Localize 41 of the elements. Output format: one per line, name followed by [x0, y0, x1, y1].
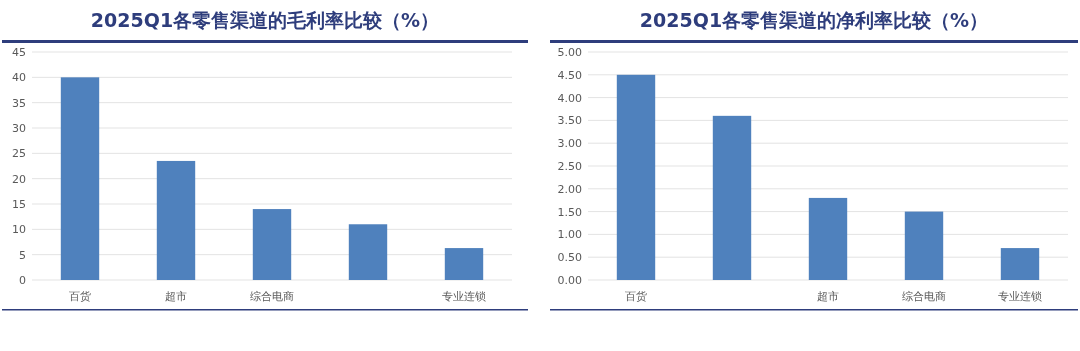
- y-tick-label: 1.50: [557, 205, 582, 219]
- y-tick-label: 4.00: [557, 91, 582, 105]
- y-tick-label: 3.00: [557, 137, 582, 151]
- bar: [252, 209, 292, 280]
- y-tick-label: 30: [12, 122, 26, 135]
- chart-title: 2025Q1各零售渠道的净利率比较（%）: [639, 9, 989, 31]
- x-tick-label: 综合电商: [250, 290, 294, 303]
- x-tick-label: 综合电商: [902, 290, 946, 303]
- y-tick-label: 0.00: [557, 274, 582, 287]
- y-tick-label: 3.50: [557, 114, 582, 128]
- bar: [904, 211, 944, 280]
- y-tick-label: 45: [12, 46, 26, 59]
- y-tick-label: 20: [12, 172, 26, 186]
- bar: [348, 224, 388, 280]
- y-tick-label: 5.00: [557, 46, 582, 59]
- x-tick-label: 百货: [69, 290, 91, 303]
- bar: [156, 160, 196, 280]
- y-tick-label: 2.50: [557, 160, 582, 173]
- x-tick-label: 超市: [165, 290, 187, 303]
- bar: [712, 115, 752, 280]
- bar: [808, 197, 848, 280]
- bar: [444, 248, 484, 280]
- bar: [1000, 248, 1040, 280]
- x-tick-label: 百货: [625, 290, 647, 303]
- y-tick-label: 0: [19, 274, 26, 287]
- y-tick-label: 35: [12, 96, 26, 110]
- x-tick-label: 专业连锁: [998, 290, 1042, 303]
- y-tick-label: 2.00: [557, 182, 582, 196]
- chart-title: 2025Q1各零售渠道的毛利率比较（%）: [90, 9, 440, 31]
- y-tick-label: 5: [19, 248, 26, 262]
- x-tick-label: 超市: [817, 290, 839, 303]
- x-tick-label: 专业连锁: [442, 290, 486, 303]
- bar: [60, 77, 100, 280]
- y-tick-label: 40: [12, 71, 26, 85]
- y-tick-label: 1.00: [557, 228, 582, 242]
- y-tick-label: 15: [12, 198, 26, 211]
- bar: [616, 74, 656, 280]
- y-tick-label: 4.50: [557, 68, 582, 82]
- y-tick-label: 25: [12, 147, 26, 161]
- y-tick-label: 0.50: [557, 251, 582, 265]
- y-tick-label: 10: [12, 223, 26, 237]
